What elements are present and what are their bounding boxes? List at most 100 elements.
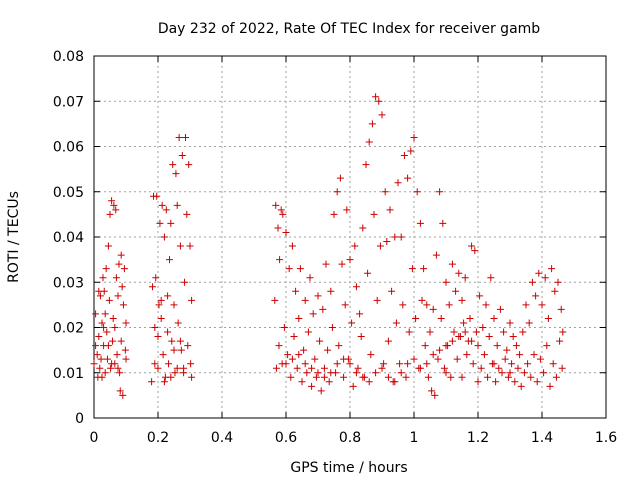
data-point <box>442 342 450 350</box>
data-point <box>285 265 293 273</box>
data-point <box>308 364 316 372</box>
data-point <box>290 333 298 341</box>
data-point <box>295 351 303 359</box>
data-point <box>458 296 466 304</box>
data-point <box>112 206 120 214</box>
data-point <box>314 292 322 300</box>
data-point <box>151 324 159 331</box>
y-tick-label: 0.04 <box>53 230 84 246</box>
data-point <box>359 373 367 381</box>
y-tick-label: 0.01 <box>53 366 84 382</box>
data-point <box>115 260 123 268</box>
data-point <box>429 305 437 313</box>
x-tick-label: 0.4 <box>211 430 233 446</box>
data-point <box>301 360 309 368</box>
data-point <box>386 206 394 214</box>
data-point <box>455 269 463 277</box>
data-point <box>164 328 172 336</box>
data-point <box>437 314 445 322</box>
data-point <box>184 342 192 350</box>
data-point <box>365 138 373 146</box>
data-point <box>327 369 335 377</box>
data-point <box>439 219 447 227</box>
data-point <box>558 364 566 372</box>
data-point <box>501 355 509 363</box>
data-point <box>95 333 103 341</box>
data-point <box>101 369 109 377</box>
data-point <box>92 342 100 350</box>
x-tick-label: 0.8 <box>339 430 361 446</box>
data-point <box>169 161 177 169</box>
data-point <box>461 274 469 282</box>
data-point <box>340 355 348 363</box>
data-point <box>538 301 546 309</box>
data-point <box>98 319 106 327</box>
data-point <box>476 292 484 300</box>
data-point <box>304 328 312 336</box>
data-point <box>511 378 519 386</box>
data-point <box>333 360 341 368</box>
data-point <box>432 251 440 259</box>
data-point <box>522 301 530 309</box>
data-point <box>556 337 564 345</box>
data-point <box>352 283 360 291</box>
data-point <box>397 233 405 241</box>
data-point <box>282 228 290 236</box>
data-point <box>413 188 421 196</box>
data-point <box>524 360 532 368</box>
data-point <box>166 256 174 264</box>
data-point <box>98 373 106 381</box>
data-point <box>280 324 288 331</box>
data-point <box>112 274 120 282</box>
data-point <box>154 364 162 372</box>
data-point <box>279 210 287 218</box>
data-point <box>381 188 389 196</box>
data-point <box>436 188 444 196</box>
data-point <box>375 97 383 105</box>
data-point <box>517 382 525 390</box>
data-point <box>277 206 285 214</box>
data-point <box>306 274 314 282</box>
data-point <box>453 355 461 363</box>
data-point <box>498 369 506 377</box>
data-point <box>496 305 504 313</box>
data-point <box>559 328 567 336</box>
data-point <box>365 378 373 386</box>
data-point <box>188 373 196 381</box>
data-point <box>516 351 524 359</box>
data-point <box>110 201 118 209</box>
data-point <box>109 337 117 345</box>
data-point <box>99 274 107 282</box>
data-point <box>447 373 455 381</box>
data-point <box>338 260 346 268</box>
data-point <box>93 351 101 359</box>
data-point <box>431 391 439 399</box>
data-point <box>121 346 129 354</box>
data-point <box>469 360 477 368</box>
data-point <box>452 287 460 295</box>
data-point <box>445 301 453 309</box>
data-point <box>328 324 336 331</box>
data-point <box>96 292 104 300</box>
data-point <box>97 355 105 363</box>
data-point <box>275 342 283 350</box>
data-point <box>330 210 338 218</box>
data-point <box>434 355 442 363</box>
data-point <box>509 333 517 341</box>
data-point <box>176 242 184 250</box>
data-point <box>160 233 168 241</box>
data-point <box>119 391 127 399</box>
data-point <box>111 324 119 331</box>
data-point <box>364 269 372 277</box>
data-point <box>530 351 538 359</box>
data-point <box>549 360 557 368</box>
data-point <box>186 242 194 250</box>
data-point <box>175 133 183 141</box>
data-point <box>484 373 492 381</box>
data-point <box>117 337 125 345</box>
data-point <box>122 319 130 327</box>
data-point <box>301 296 309 304</box>
data-point <box>292 287 300 295</box>
data-point <box>400 152 408 160</box>
data-point <box>493 342 501 350</box>
